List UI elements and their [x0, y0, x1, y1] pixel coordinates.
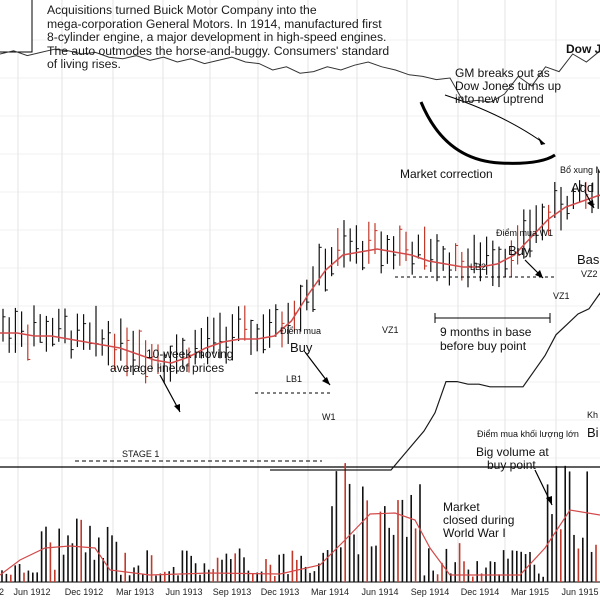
x-tick-label: Sep 1913	[213, 587, 252, 597]
stage1-label: STAGE 1	[122, 449, 159, 459]
diem-mua-khoi-label: Điểm mua khối lượng lớn	[477, 429, 579, 439]
vz1-right-label: VZ1	[553, 291, 570, 301]
gm-breakout-line-1: GM breaks out as	[455, 66, 550, 80]
x-tick-label: Dec 1914	[461, 587, 500, 597]
gm-breakout-line-3: into new uptrend	[455, 92, 544, 106]
x-tick-label: Mar 1915	[511, 587, 549, 597]
gm-breakout-line-2: Dow Jones turns up	[455, 79, 561, 93]
x-tick-label: Dec 1913	[261, 587, 300, 597]
buy-w1-label: Buy	[508, 243, 531, 258]
vz2-label: VZ2	[581, 269, 598, 279]
breakout-arrowhead	[538, 137, 545, 145]
war-line-3: World War I	[443, 526, 506, 540]
relative-strength-line	[270, 292, 600, 471]
add-label: Add	[571, 180, 594, 195]
legend-box	[0, 0, 33, 53]
breakout-arrow	[444, 94, 546, 145]
x-tick-label: Mar 1913	[116, 587, 154, 597]
buy-left-arrowhead	[322, 377, 330, 385]
base-label: Base	[577, 252, 600, 267]
market-correction-label: Market correction	[400, 167, 493, 181]
nine-months-line-1: 9 months in base	[440, 325, 532, 339]
ma-label-arrowhead	[174, 404, 180, 412]
diem-mua-w1-label: Điểm mua W1	[496, 228, 553, 238]
big-volume-arrowhead	[546, 496, 552, 505]
x-tick-label: Jun 1914	[361, 587, 398, 597]
x-tick-label: Jun 1912	[13, 587, 50, 597]
volume-bars	[1, 463, 597, 582]
vz1-left-label: VZ1	[382, 325, 399, 335]
correction-curve	[419, 101, 556, 165]
dow-jones-label: Dow Jones	[566, 42, 600, 56]
buy-w1-arrowhead	[535, 270, 543, 278]
dow-jones-line	[0, 48, 600, 103]
x-tick-label: Jun 1913	[165, 587, 202, 597]
kh-label: Kh	[587, 410, 598, 420]
price-bars	[2, 169, 600, 384]
x-tick-label: Mar 1914	[311, 587, 349, 597]
lb1-label: LB1	[286, 374, 302, 384]
nine-months-line-2: before buy point	[440, 339, 527, 353]
ma-label-line-2: average line of prices	[110, 361, 224, 375]
volume-average-line	[0, 509, 600, 576]
w1-label: W1	[322, 412, 336, 422]
war-line-1: Market	[443, 500, 480, 514]
moving-average-line	[0, 194, 600, 364]
war-line-2: closed during	[443, 513, 514, 527]
big-volume-line-1: Big volume at	[476, 445, 549, 459]
intro-text: Acquisitions turned Buick Motor Company …	[47, 3, 392, 72]
x-tick-label: Dec 1912	[65, 587, 104, 597]
big-volume-line-2: buy point	[487, 458, 536, 472]
grid-lines	[0, 0, 600, 582]
x-tick-label: Jun 1915	[561, 587, 598, 597]
buy-left-label: Buy	[290, 340, 313, 355]
intro-line: of living rises.	[47, 57, 121, 71]
intro-line: mega-corporation General Motors. In 1914…	[47, 16, 382, 31]
intro-line: The auto outmodes the horse-and-buggy. C…	[47, 43, 390, 58]
lb2-label: LB2	[470, 262, 486, 272]
x-axis-labels: Jun 1912 Dec 1912 Mar 1913 Jun 1913 Sep 1913…	[0, 587, 599, 597]
add-arrowhead	[587, 200, 594, 208]
bo-sung-label: Bổ xung Ma	[560, 165, 600, 175]
x-tick-label: 12	[0, 587, 4, 597]
intro-line: 8-cylinder engine, a major development i…	[47, 30, 387, 44]
diem-mua-label: Điểm mua	[280, 326, 321, 336]
bi-label: Bi	[587, 425, 599, 440]
ma-label-line-1: 10-week moving	[146, 347, 233, 361]
intro-line: Acquisitions turned Buick Motor Company …	[47, 3, 317, 17]
x-tick-label: Sep 1914	[411, 587, 450, 597]
